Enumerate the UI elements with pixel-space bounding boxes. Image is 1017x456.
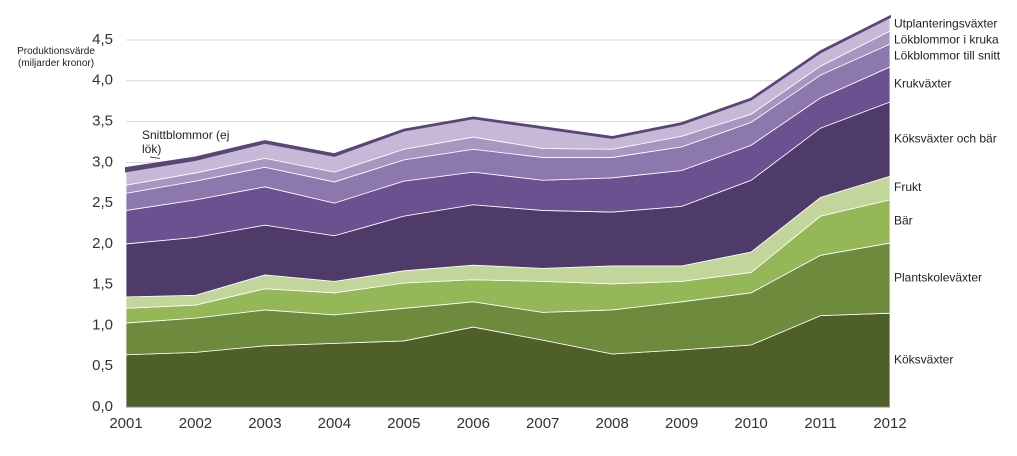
x-tick-label: 2002 [179, 415, 212, 432]
x-tick-label: 2007 [526, 415, 559, 432]
y-tick-label: 1,0 [92, 316, 113, 333]
y-tick-label: 1,5 [92, 276, 113, 293]
y-tick-label: 3,0 [92, 153, 113, 170]
area [125, 14, 891, 173]
legend-label: Köksväxter [894, 352, 953, 366]
x-tick-label: 2010 [734, 415, 767, 432]
annotation-line [149, 156, 161, 159]
x-tick-label: 2005 [387, 415, 420, 432]
legend-label: Krukväxter [894, 77, 951, 91]
y-tick-label: 4,5 [92, 31, 113, 48]
legend-label: Köksväxter och bär [894, 131, 997, 145]
x-tick-label: 2012 [873, 415, 906, 432]
x-tick-label: 2009 [665, 415, 698, 432]
series-label: Snittblommor (ej lök) [142, 128, 230, 156]
legend-label: Utplanteringsväxter [894, 16, 997, 30]
x-tick-label: 2003 [248, 415, 281, 432]
y-tick-label: 2,5 [92, 194, 113, 211]
y-tick-label: 0,5 [92, 357, 113, 374]
x-tick-label: 2006 [457, 415, 490, 432]
x-tick-label: 2001 [109, 415, 142, 432]
x-tick-label: 2011 [804, 415, 836, 432]
y-tick-label: 0,0 [92, 398, 113, 415]
y-axis-title: Produktionsvärde (miljarder kronor) [17, 46, 95, 69]
y-tick-label: 4,0 [92, 72, 113, 89]
legend-label: Bär [894, 214, 913, 228]
legend-label: Lökblommor i kruka [894, 32, 999, 46]
x-tick-label: 2008 [595, 415, 628, 432]
y-tick-label: 3,5 [92, 113, 113, 130]
legend-label: Plantskoleväxter [894, 270, 982, 284]
legend-label: Lökblommor till snitt [894, 48, 1001, 62]
legend-label: Frukt [894, 180, 922, 194]
x-tick-label: 2004 [318, 415, 351, 432]
y-tick-label: 2,0 [92, 235, 113, 252]
